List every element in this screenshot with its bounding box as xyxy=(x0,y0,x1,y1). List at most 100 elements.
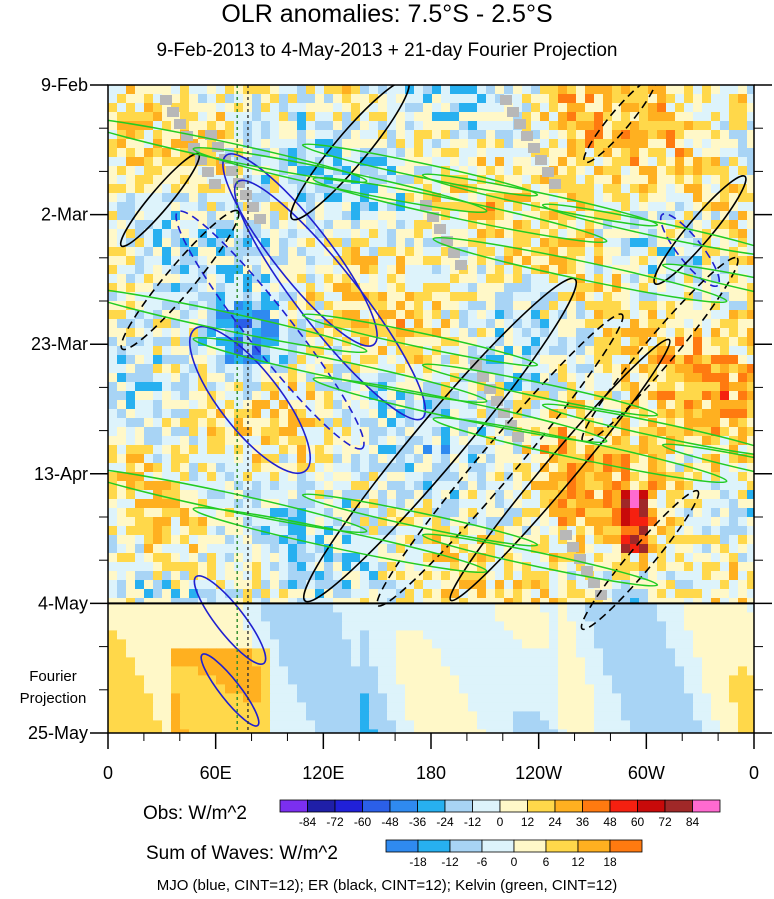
olr-cell xyxy=(738,121,748,131)
olr-cell xyxy=(738,328,748,338)
wave-sum-cell xyxy=(180,675,190,685)
olr-cell xyxy=(342,112,352,122)
olr-cell xyxy=(180,166,190,176)
olr-cell xyxy=(207,85,217,95)
olr-cell xyxy=(216,571,226,581)
olr-cell xyxy=(414,85,424,95)
olr-cell xyxy=(234,580,244,590)
olr-cell xyxy=(468,220,478,230)
olr-cell xyxy=(360,229,370,239)
olr-cell xyxy=(648,283,658,293)
olr-cell xyxy=(576,130,586,140)
olr-cell xyxy=(189,553,199,563)
olr-cell xyxy=(693,202,703,212)
wave-sum-cell xyxy=(747,612,754,622)
wave-sum-cell xyxy=(180,702,190,712)
olr-cell xyxy=(423,598,433,603)
olr-cell xyxy=(639,193,649,203)
olr-cell xyxy=(315,355,325,365)
olr-cell xyxy=(198,112,208,122)
olr-cell xyxy=(531,103,541,113)
olr-cell xyxy=(297,238,307,248)
olr-cell xyxy=(612,211,622,221)
olr-cell xyxy=(342,184,352,194)
wave-sum-cell xyxy=(387,621,397,631)
olr-cell xyxy=(180,526,190,536)
wave-sum-cell xyxy=(504,639,514,649)
wave-sum-cell xyxy=(576,657,586,667)
olr-cell xyxy=(351,481,361,491)
olr-cell xyxy=(216,445,226,455)
olr-cell xyxy=(351,103,361,113)
olr-cell xyxy=(612,274,622,284)
wave-sum-cell xyxy=(621,612,631,622)
olr-cell xyxy=(360,598,370,603)
olr-cell xyxy=(486,220,496,230)
olr-cell xyxy=(468,598,478,603)
wave-sum-cell xyxy=(333,702,343,712)
olr-cell xyxy=(684,355,694,365)
olr-cell xyxy=(207,202,217,212)
olr-cell xyxy=(504,562,514,572)
olr-cell xyxy=(234,544,244,554)
olr-cell xyxy=(738,112,748,122)
olr-cell xyxy=(441,436,451,446)
olr-cell xyxy=(423,427,433,437)
olr-cell xyxy=(693,445,703,455)
olr-cell xyxy=(126,283,136,293)
olr-cell xyxy=(684,526,694,536)
olr-cell xyxy=(720,508,730,518)
olr-cell xyxy=(612,139,622,149)
olr-cell xyxy=(135,112,145,122)
olr-cell xyxy=(729,571,739,581)
olr-cell xyxy=(684,418,694,428)
olr-cell xyxy=(720,112,730,122)
wave-sum-cell xyxy=(495,621,505,631)
olr-cell xyxy=(621,436,631,446)
olr-cell xyxy=(378,310,388,320)
olr-cell xyxy=(288,409,298,419)
wave-sum-cell xyxy=(126,621,136,631)
olr-cell xyxy=(360,274,370,284)
wave-sum-cell xyxy=(459,684,469,694)
olr-cell xyxy=(468,463,478,473)
olr-cell xyxy=(144,247,154,257)
olr-cell xyxy=(612,382,622,392)
wave-sum-cell xyxy=(666,675,676,685)
olr-cell xyxy=(396,499,406,509)
wave-sum-cell xyxy=(441,684,451,694)
olr-cell xyxy=(729,346,739,356)
olr-cell xyxy=(549,580,559,590)
olr-cell xyxy=(216,256,226,266)
olr-cell xyxy=(549,535,559,545)
olr-cell xyxy=(189,418,199,428)
olr-cell xyxy=(405,85,415,95)
olr-cell xyxy=(297,85,307,95)
wave-sum-cell xyxy=(558,630,568,640)
olr-cell xyxy=(459,202,469,212)
olr-cell xyxy=(108,301,118,311)
olr-cell xyxy=(585,193,595,203)
olr-cell xyxy=(423,355,433,365)
wave-sum-cell xyxy=(144,657,154,667)
olr-cell xyxy=(261,508,271,518)
olr-cell xyxy=(396,571,406,581)
olr-cell xyxy=(405,391,415,401)
wave-sum-cell xyxy=(504,630,514,640)
olr-cell xyxy=(621,382,631,392)
olr-cell xyxy=(621,103,631,113)
olr-cell xyxy=(360,472,370,482)
olr-cell xyxy=(603,85,613,95)
olr-cell xyxy=(180,292,190,302)
olr-cell xyxy=(567,337,577,347)
olr-cell xyxy=(333,202,343,212)
olr-cell xyxy=(342,220,352,230)
olr-cell xyxy=(369,481,379,491)
olr-cell xyxy=(171,94,181,104)
olr-cell xyxy=(594,301,604,311)
olr-cell xyxy=(666,580,676,590)
olr-cell xyxy=(279,319,289,329)
olr-cell xyxy=(405,472,415,482)
olr-cell xyxy=(441,526,451,536)
olr-cell xyxy=(675,202,685,212)
